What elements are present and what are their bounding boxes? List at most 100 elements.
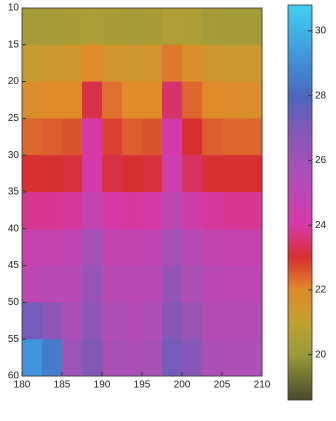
- heatmap-cell: [122, 192, 143, 230]
- heatmap-cell: [242, 44, 263, 83]
- x-tick-label: 210: [254, 380, 271, 391]
- heatmap-cell: [182, 339, 203, 377]
- heatmap-cell: [182, 302, 203, 340]
- heatmap-cell: [22, 339, 43, 377]
- heatmap-cell: [42, 302, 63, 340]
- colorbar-tick-label: 26: [315, 155, 327, 166]
- heatmap-cell: [82, 339, 103, 377]
- heatmap-cell: [162, 81, 183, 119]
- heatmap-cell: [182, 155, 203, 193]
- heatmap-cell: [242, 265, 263, 303]
- heatmap-cell: [142, 81, 163, 119]
- colorbar-tick-label: 24: [315, 220, 327, 231]
- y-tick-label: 10: [8, 3, 20, 14]
- x-tick-label: 190: [94, 380, 111, 391]
- heatmap-cell: [202, 44, 223, 83]
- heatmap-cell: [222, 44, 243, 83]
- heatmap-cell: [22, 192, 43, 230]
- heatmap-cell: [242, 155, 263, 193]
- x-tick-label: 195: [134, 380, 151, 391]
- heatmap-cell: [122, 81, 143, 119]
- heatmap-cell: [202, 118, 223, 156]
- heatmap-cell: [42, 339, 63, 377]
- colorbar-tick-label: 20: [315, 349, 327, 360]
- heatmap-cell: [142, 8, 163, 46]
- heatmap-cell: [102, 339, 123, 377]
- heatmap-cell: [162, 192, 183, 230]
- heatmap-cell: [242, 118, 263, 156]
- heatmap-cell: [42, 228, 63, 267]
- heatmap-cell: [122, 339, 143, 377]
- heatmap-cell: [242, 8, 263, 46]
- heatmap-cell: [22, 8, 43, 46]
- heatmap-cell: [62, 339, 83, 377]
- heatmap-cell: [202, 8, 223, 46]
- x-tick-label: 200: [174, 380, 191, 391]
- heatmap-cell: [82, 81, 103, 119]
- heatmap-cell: [22, 118, 43, 156]
- heatmap-cell: [22, 155, 43, 193]
- heatmap-cell: [102, 8, 123, 46]
- y-tick-label: 40: [8, 223, 20, 234]
- heatmap-cell: [82, 118, 103, 156]
- heatmap-cell: [182, 8, 203, 46]
- heatmap-cell: [242, 81, 263, 119]
- y-tick-label: 55: [8, 334, 20, 345]
- heatmap-cell: [62, 118, 83, 156]
- heatmap-cell: [162, 155, 183, 193]
- heatmap-cell: [182, 265, 203, 303]
- heatmap-cell: [102, 155, 123, 193]
- heatmap-cell: [142, 155, 163, 193]
- heatmap-cell: [162, 339, 183, 377]
- heatmap-cell: [42, 44, 63, 83]
- heatmap-cell: [242, 192, 263, 230]
- heatmap-cell: [102, 302, 123, 340]
- heatmap-cell: [82, 302, 103, 340]
- heatmap-cell: [102, 44, 123, 83]
- heatmap-cell: [82, 192, 103, 230]
- heatmap-cell: [82, 265, 103, 303]
- heatmap-cell: [182, 228, 203, 267]
- heatmap-cell: [202, 228, 223, 267]
- x-tick-label: 180: [14, 380, 31, 391]
- heatmap-cell: [42, 192, 63, 230]
- heatmap-cell: [222, 192, 243, 230]
- heatmap-cell: [202, 81, 223, 119]
- heatmap-cell: [122, 265, 143, 303]
- heatmap-cell: [102, 192, 123, 230]
- heatmap-cell: [42, 8, 63, 46]
- heatmap-cell: [242, 302, 263, 340]
- heatmap-cell: [222, 81, 243, 119]
- heatmap-cell: [102, 228, 123, 267]
- heatmap-cell: [222, 118, 243, 156]
- heatmap-cell: [122, 8, 143, 46]
- heatmap-cell: [82, 8, 103, 46]
- heatmap-cell: [242, 339, 263, 377]
- heatmap-cell: [222, 339, 243, 377]
- colorbar-tick-label: 22: [315, 285, 327, 296]
- heatmap-cell: [182, 118, 203, 156]
- heatmap-cell: [42, 81, 63, 119]
- y-tick-label: 30: [8, 150, 20, 161]
- heatmap-cell: [182, 44, 203, 83]
- heatmap-cell: [102, 265, 123, 303]
- heatmap-cell: [142, 265, 163, 303]
- y-tick-label: 20: [8, 76, 20, 87]
- heatmap-cell: [62, 155, 83, 193]
- heatmap-cell: [202, 155, 223, 193]
- heatmap-cell: [122, 155, 143, 193]
- heatmap-cell: [122, 228, 143, 267]
- y-tick-label: 60: [8, 371, 20, 382]
- heatmap-cell: [142, 302, 163, 340]
- heatmap-cell: [142, 228, 163, 267]
- heatmap-cell: [122, 44, 143, 83]
- heatmap-cell: [102, 81, 123, 119]
- heatmap-cell: [42, 265, 63, 303]
- heatmap-cell: [222, 228, 243, 267]
- heatmap-cell: [62, 192, 83, 230]
- colorbar: [287, 4, 313, 401]
- heatmap-cell: [22, 81, 43, 119]
- heatmap-cell: [222, 155, 243, 193]
- heatmap-cell: [222, 265, 243, 303]
- heatmap-cell: [82, 228, 103, 267]
